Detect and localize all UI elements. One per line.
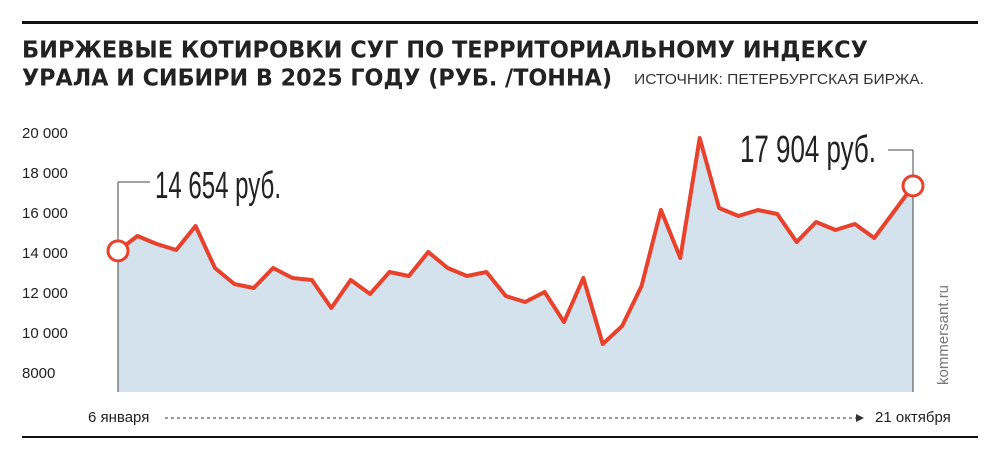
area (118, 138, 913, 392)
x-tick-label: 21 октября (875, 409, 951, 426)
y-tick-label: 10 000 (22, 325, 68, 342)
x-tick-label: 6 января (88, 409, 149, 426)
y-tick-label: 16 000 (22, 205, 68, 222)
point-marker (106, 239, 130, 263)
value-label: 14 654 руб. (155, 165, 281, 207)
y-tick-label: 12 000 (22, 285, 68, 302)
chart-title: УРАЛА И СИБИРИ В 2025 ГОДУ (РУБ. /ТОННА) (22, 66, 612, 92)
watermark: kommersant.ru (935, 285, 952, 385)
point-marker (901, 174, 925, 198)
top-rule (22, 21, 978, 24)
bottom-rule (22, 436, 978, 438)
chart-title: БИРЖЕВЫЕ КОТИРОВКИ СУГ ПО ТЕРРИТОРИАЛЬНО… (22, 38, 868, 64)
line (116, 136, 915, 346)
value-label: 17 904 руб. (740, 129, 876, 171)
y-tick-label: 20 000 (22, 125, 68, 142)
source: ИСТОЧНИК: ПЕТЕРБУРГСКАЯ БИРЖА. (634, 71, 924, 88)
y-tick-label: 18 000 (22, 165, 68, 182)
arrow-head (856, 414, 864, 422)
y-tick-label: 8000 (22, 365, 55, 382)
y-tick-label: 14 000 (22, 245, 68, 262)
